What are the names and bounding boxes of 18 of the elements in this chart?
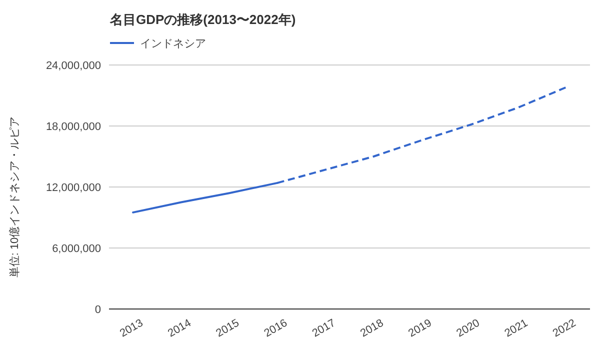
y-tick-label: 18,000,000 bbox=[46, 121, 101, 133]
y-axis-title: 単位: 10億インドネシア・ルピア bbox=[8, 116, 21, 278]
x-tick-label: 2022 bbox=[550, 317, 578, 340]
legend-label: インドネシア bbox=[140, 38, 206, 50]
x-tick-label: 2014 bbox=[166, 317, 194, 340]
x-tick-label: 2015 bbox=[214, 317, 242, 340]
y-tick-label: 0 bbox=[94, 304, 101, 316]
x-tick-label: 2013 bbox=[118, 317, 146, 340]
x-tick-label: 2020 bbox=[454, 317, 482, 340]
x-tick-label: 2017 bbox=[310, 317, 338, 340]
x-tick-label: 2019 bbox=[406, 317, 434, 340]
chart-title: 名目GDPの推移(2013〜2022年) bbox=[109, 12, 296, 27]
y-tick-label: 6,000,000 bbox=[52, 243, 101, 255]
y-tick-label: 24,000,000 bbox=[46, 60, 101, 72]
y-tick-label: 12,000,000 bbox=[46, 182, 101, 194]
x-tick-label: 2016 bbox=[262, 317, 290, 340]
x-tick-label: 2018 bbox=[358, 317, 386, 340]
x-tick-label: 2021 bbox=[502, 317, 530, 340]
